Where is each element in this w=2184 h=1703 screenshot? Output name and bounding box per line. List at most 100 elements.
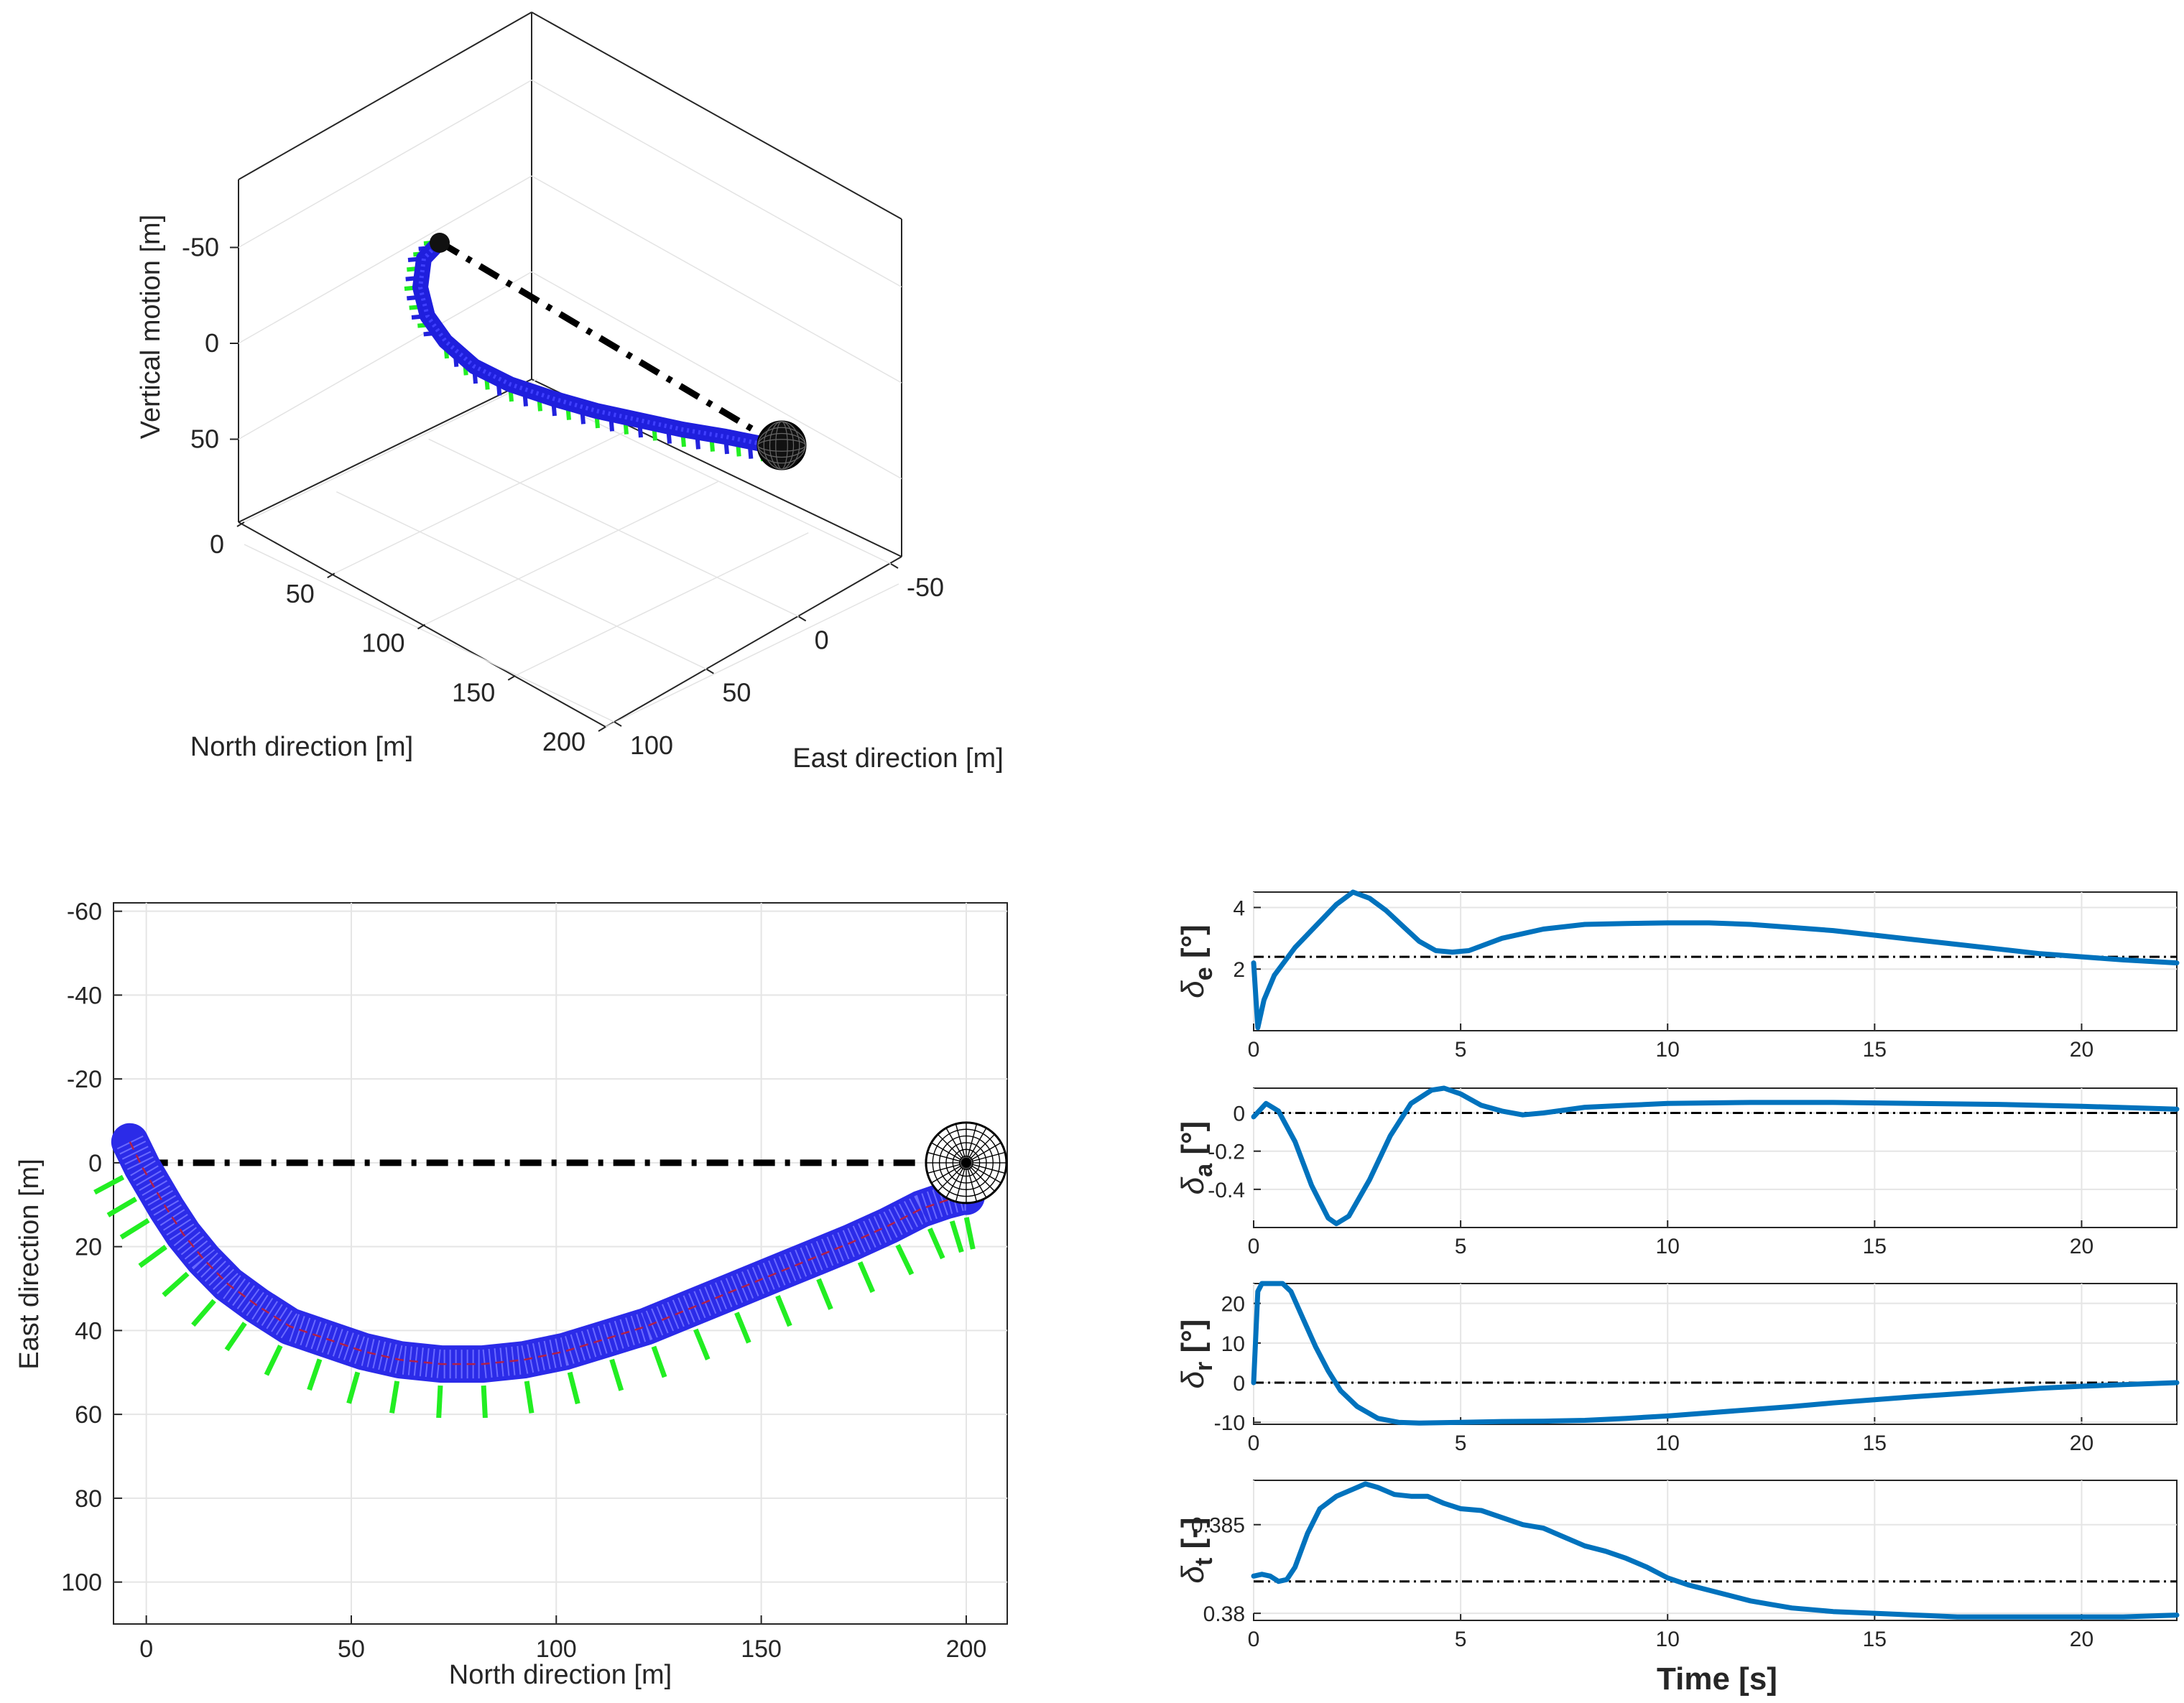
x-tick-label: 15 bbox=[1863, 1628, 1887, 1651]
fin-mark-2d bbox=[651, 1345, 667, 1378]
fin-mark-2d bbox=[106, 1197, 137, 1217]
x-tick-label: 5 bbox=[1455, 1235, 1467, 1258]
y-axis-label: δr [°] bbox=[1175, 1319, 1218, 1389]
fin-mark-2d bbox=[895, 1243, 915, 1276]
tick-3d bbox=[598, 726, 606, 732]
subplot-delta_e: 0 5 10 15 20 2 4 δe [°] bbox=[1175, 889, 2180, 1062]
fin-mark-2d bbox=[138, 1245, 167, 1268]
x-tick-label: 0 bbox=[1248, 1628, 1260, 1651]
x-tick-label: 5 bbox=[1455, 1628, 1467, 1651]
y-tick-label-3d: 100 bbox=[630, 730, 673, 760]
x-tick-label-2d: 0 bbox=[139, 1635, 153, 1663]
x-tick-label-2d: 50 bbox=[338, 1635, 365, 1663]
x-tick-label: 20 bbox=[2070, 1038, 2093, 1062]
series-line-delta_e bbox=[1251, 889, 2180, 1031]
fin-mark-2d bbox=[119, 1217, 150, 1240]
y-tick-label-2d: 100 bbox=[61, 1569, 102, 1597]
grid-line-3d bbox=[531, 79, 902, 288]
z-tick-label-3d: 50 bbox=[190, 424, 219, 454]
x-tick-label: 15 bbox=[1863, 1038, 1887, 1062]
start-marker-3d bbox=[430, 233, 450, 253]
grid-line-3d bbox=[334, 430, 629, 574]
y-tick-label: 10 bbox=[1221, 1332, 1245, 1356]
grid-line-3d bbox=[238, 175, 532, 344]
x-tick-label-3d: 0 bbox=[210, 529, 224, 559]
x-tick-label: 15 bbox=[1863, 1235, 1887, 1258]
x-tick-label: 0 bbox=[1248, 1431, 1260, 1455]
fin-mark-2d bbox=[436, 1385, 443, 1419]
x-tick-label: 20 bbox=[2070, 1431, 2093, 1455]
fin-mark-2d bbox=[609, 1358, 624, 1391]
y-tick-label: 4 bbox=[1233, 896, 1245, 920]
y-tick-label-3d: 0 bbox=[815, 625, 829, 654]
reference-line-3d bbox=[438, 239, 782, 448]
target-sphere-3d bbox=[756, 420, 807, 470]
fin-mark-2d bbox=[93, 1174, 125, 1195]
x-tick-label-2d: 100 bbox=[536, 1635, 577, 1663]
fin-mark-2d bbox=[927, 1228, 945, 1260]
series-line-delta_r bbox=[1251, 1281, 2180, 1426]
fin-mark-2d bbox=[307, 1358, 323, 1391]
grid-line-3d bbox=[244, 379, 538, 523]
fin-mark-2d bbox=[567, 1371, 580, 1405]
fin-mark-2d bbox=[224, 1322, 247, 1352]
fin-mark-2d bbox=[857, 1261, 876, 1294]
fin-mark-2d bbox=[264, 1345, 283, 1376]
grid-line-3d bbox=[428, 438, 799, 618]
fin-mark-2d bbox=[734, 1312, 751, 1344]
y-tick-label-2d: 80 bbox=[75, 1485, 102, 1513]
series-line-delta_t bbox=[1251, 1481, 2180, 1620]
subplot-frame bbox=[1253, 1283, 2178, 1425]
tick-3d bbox=[236, 521, 245, 527]
x-tick-label-3d: 150 bbox=[452, 677, 495, 707]
grid-line-3d bbox=[514, 532, 809, 677]
grid-line-3d bbox=[238, 271, 532, 440]
y-tick-label-2d: 20 bbox=[75, 1234, 102, 1261]
grid-line-3d bbox=[244, 544, 615, 723]
tick-3d bbox=[705, 668, 714, 674]
y-axis-label-2d: East direction [m] bbox=[14, 1159, 45, 1370]
tick-3d bbox=[417, 623, 426, 630]
fin-mark-2d bbox=[949, 1220, 964, 1253]
tick-3d bbox=[507, 674, 516, 681]
y-tick-label-2d: 0 bbox=[88, 1150, 102, 1177]
sphere-center bbox=[961, 1157, 971, 1168]
x-tick-label: 10 bbox=[1656, 1038, 1680, 1062]
y-tick-label-2d: -40 bbox=[67, 982, 102, 1009]
x-tick-label-3d: 50 bbox=[286, 579, 315, 608]
x-tick-label: 0 bbox=[1248, 1235, 1260, 1258]
z-axis-label-3d: Vertical motion [m] bbox=[136, 215, 166, 440]
x-tick-label: 10 bbox=[1656, 1628, 1680, 1651]
plot-3d-trajectory: -50 0 50 0 50 100 150 200 -50 0 50 100 Vertical mot… bbox=[136, 11, 1004, 774]
grid-line-3d bbox=[605, 583, 899, 728]
y-tick-label: 0.38 bbox=[1203, 1602, 1245, 1626]
y-axis-label: δe [°] bbox=[1175, 924, 1218, 998]
y-tick-label-2d: 60 bbox=[75, 1401, 102, 1429]
trajectory-centerline-2d bbox=[129, 1141, 966, 1365]
y-axis-label: δt [-] bbox=[1175, 1518, 1218, 1584]
x-tick-label-2d: 150 bbox=[741, 1635, 782, 1663]
x-tick-label: 5 bbox=[1455, 1038, 1467, 1062]
fin-mark-2d bbox=[524, 1381, 535, 1414]
subplot-frame bbox=[1253, 1480, 2178, 1621]
fin-mark-2d bbox=[481, 1385, 488, 1419]
y-tick-label-3d: -50 bbox=[907, 572, 944, 602]
fin-mark-2d bbox=[816, 1278, 833, 1310]
trajectory-mesh-2d bbox=[116, 1135, 977, 1379]
x-tick-label: 20 bbox=[2070, 1235, 2093, 1258]
x-tick-label-3d: 200 bbox=[542, 727, 586, 756]
fin-mark-2d bbox=[346, 1371, 361, 1404]
grid-line-3d bbox=[336, 491, 707, 670]
fin-mark-2d bbox=[693, 1328, 711, 1360]
grid-line-3d bbox=[238, 79, 532, 249]
series-line-delta_a bbox=[1251, 1085, 2180, 1227]
y-axis-label: δa [°] bbox=[1175, 1121, 1218, 1195]
y-axis-label-3d: East direction [m] bbox=[792, 743, 1004, 774]
y-tick-label-3d: 50 bbox=[722, 678, 751, 707]
y-tick-label: 0.385 bbox=[1191, 1514, 1245, 1538]
subplot-frame bbox=[1253, 1087, 2178, 1228]
x-tick-label-3d: 100 bbox=[361, 628, 404, 658]
